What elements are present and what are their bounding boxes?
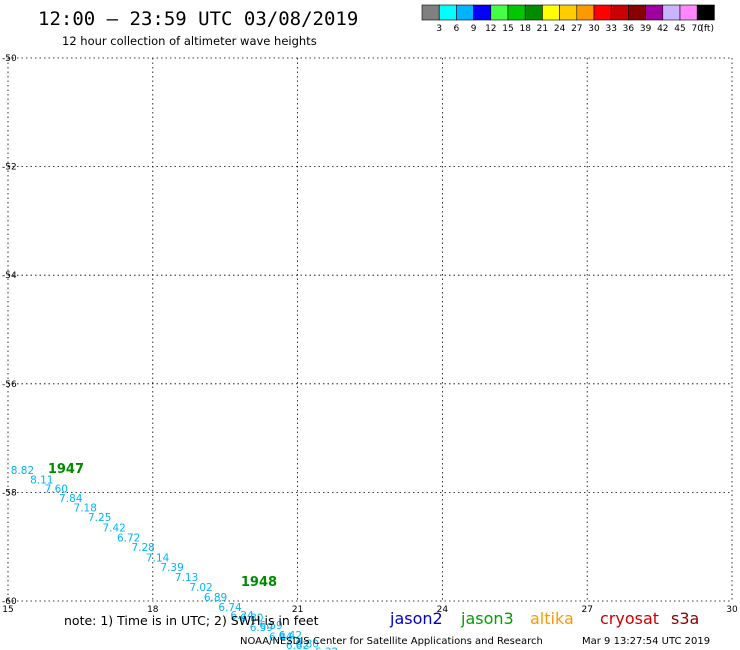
color-bin-label: 33 — [605, 24, 616, 34]
color-bin-30 — [576, 4, 595, 21]
color-bin-24 — [542, 4, 560, 21]
pass-time-label: 1947 — [48, 462, 84, 477]
wave-height-label: 7.28 — [131, 542, 154, 554]
satellite-legend: jason2 jason3 altika cryosat s3a — [389, 609, 699, 628]
color-bin-15 — [490, 4, 509, 21]
wave-height-label: 7.13 — [175, 572, 198, 584]
wave-height-label: 7.42 — [102, 522, 125, 534]
color-bin-33 — [593, 4, 612, 21]
color-bin-42 — [645, 4, 664, 21]
color-bin-21 — [524, 4, 543, 21]
satellite-jason3: jason3 — [460, 609, 514, 628]
wave-height-label: 6.82 — [286, 640, 309, 650]
wave-height-label: 7.25 — [88, 512, 111, 524]
wave-height-label: 6.80 — [296, 639, 319, 650]
color-bin-label: 27 — [571, 24, 582, 34]
x-tick-label: 27 — [581, 605, 592, 615]
wave-height-label: 6.89 — [204, 592, 227, 604]
wave-height-label: 6.42 — [279, 630, 302, 642]
y-tick-label: -56 — [2, 380, 17, 390]
pass-time-label: 1948 — [241, 575, 277, 590]
color-bin-label: 21 — [537, 24, 548, 34]
color-bin-27 — [559, 4, 578, 21]
satellite-s3a: s3a — [671, 609, 699, 628]
y-tick-label: -50 — [2, 54, 17, 64]
wave-height-label: 7.02 — [189, 582, 212, 594]
grid-lines — [7, 57, 733, 602]
pass-time-labels: 1947 1948 — [48, 462, 277, 590]
plot-area: 15 18 21 24 27 30-50-52-54-56-58-60 8.828.117… — [2, 54, 738, 650]
x-tick-label: 21 — [292, 605, 303, 615]
y-tick-label: -58 — [2, 488, 17, 498]
wave-height-label: 6.24 — [230, 610, 254, 622]
y-tick-label: -54 — [2, 271, 17, 281]
wave-height-label: 6.80 — [240, 613, 263, 625]
x-tick-label: 18 — [147, 605, 159, 615]
color-bin-label: 24 — [554, 24, 566, 34]
generation-timestamp: Mar 9 13:27:54 UTC 2019 — [582, 636, 710, 647]
color-scale-legend: 3 6 9 12 15 18 21 24 27 30 33 36 39 42 45 70(ft) — [421, 4, 715, 34]
plot-background — [8, 58, 732, 601]
wave-height-label: 6.74 — [218, 602, 242, 614]
color-bin-label: 9 — [471, 24, 477, 34]
wave-height-label: 8.11 — [30, 475, 53, 487]
color-bin-label: 39 — [640, 24, 652, 34]
color-bin-label: 18 — [519, 24, 531, 34]
wave-height-observations: 8.828.117.607.847.187.257.426.727.287.14… — [11, 465, 338, 650]
color-bin-label: 3 — [436, 24, 442, 34]
color-bin-label: 36 — [623, 24, 635, 34]
chart-subtitle: 12 hour collection of altimeter wave hei… — [62, 34, 317, 48]
axis-tick-labels: 15 18 21 24 27 30 -50 -52 -54 -56 -58 -60 — [2, 54, 738, 615]
color-bin-label: 30 — [588, 24, 600, 34]
wave-height-label: 7.39 — [160, 562, 183, 574]
x-tick-label: 15 — [2, 605, 13, 615]
color-bin-label: 42 — [657, 24, 668, 34]
y-tick-label: -60 — [2, 597, 17, 607]
color-bin-label: 70 — [691, 24, 703, 34]
wave-height-label: 6.59 — [250, 622, 273, 634]
y-tick-label: -52 — [2, 163, 17, 173]
wave-height-label: 6.59 — [259, 620, 282, 632]
color-bin-12 — [473, 4, 492, 21]
wave-height-label: 6.72 — [117, 532, 140, 544]
color-bin-max — [696, 4, 715, 21]
color-bin-label: 15 — [502, 24, 513, 34]
wave-height-label: 8.82 — [11, 465, 34, 477]
credit-line: NOAA/NESDIS Center for Satellite Applica… — [240, 636, 543, 647]
color-bin-label: 45 — [674, 24, 685, 34]
color-scale-unit: (ft) — [700, 24, 714, 34]
chart-title: 12:00 – 23:59 UTC 03/08/2019 — [38, 8, 358, 30]
color-bin-45 — [662, 4, 681, 21]
color-bin-39 — [628, 4, 646, 21]
color-bin-3 — [421, 4, 440, 21]
color-bin-6 — [438, 4, 457, 21]
satellite-altika: altika — [530, 609, 574, 628]
satellite-jason2: jason2 — [389, 609, 443, 628]
footnote: note: 1) Time is in UTC; 2) SWH is in fe… — [64, 613, 319, 628]
wave-height-label: 7.14 — [146, 552, 170, 564]
color-bin-label: 12 — [485, 24, 496, 34]
x-tick-label: 24 — [437, 605, 449, 615]
color-bin-18 — [507, 4, 526, 21]
wave-height-label: 7.84 — [59, 493, 83, 505]
color-bin-label: 6 — [454, 24, 460, 34]
wave-height-label: 6.32 — [315, 646, 338, 650]
wave-height-label: 7.18 — [74, 502, 97, 514]
wave-height-label: 7.60 — [45, 483, 68, 495]
color-bin-9 — [456, 4, 474, 21]
color-bin-70 — [679, 4, 698, 21]
wave-height-label: 6.84 — [269, 632, 293, 644]
color-bin-36 — [610, 4, 629, 21]
x-tick-label: 30 — [726, 605, 738, 615]
satellite-cryosat: cryosat — [600, 609, 659, 628]
